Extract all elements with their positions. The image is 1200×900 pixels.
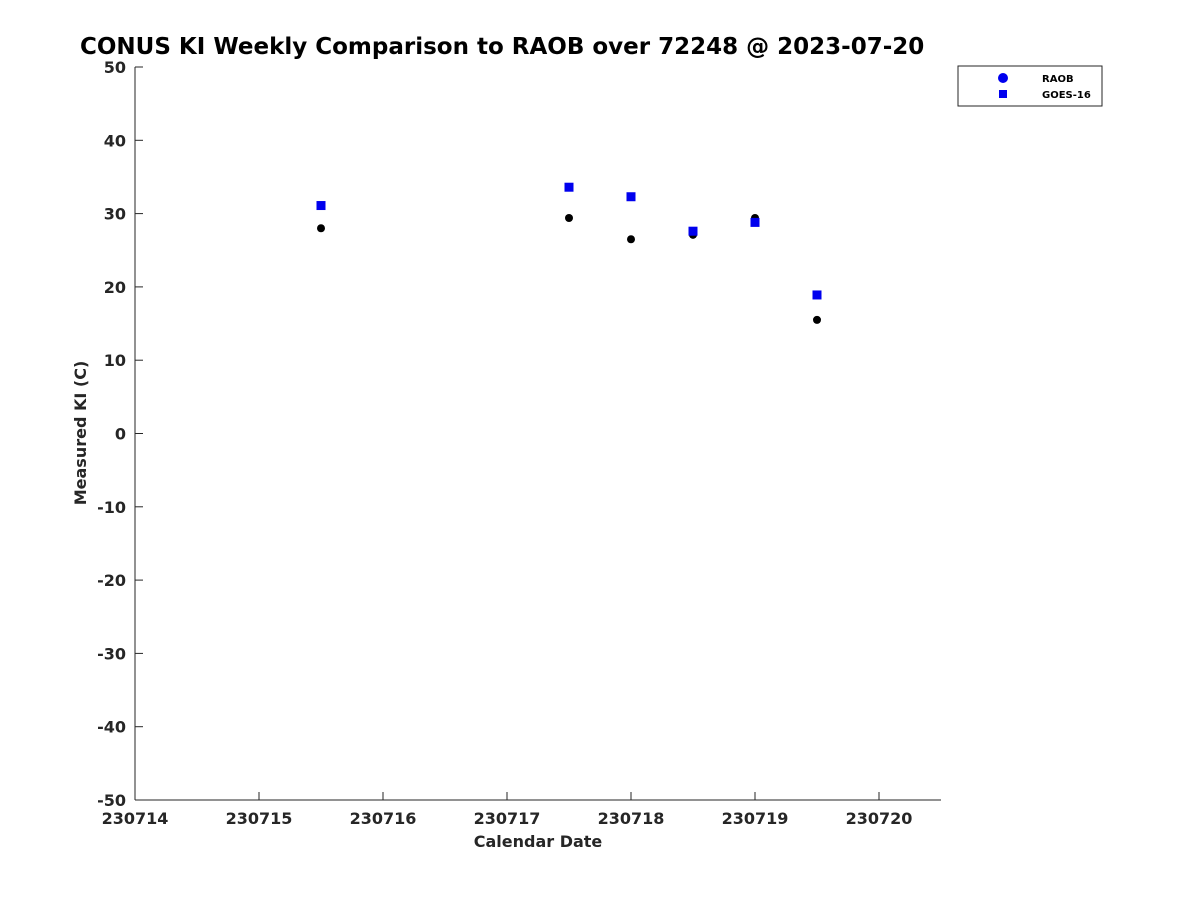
chart-title: CONUS KI Weekly Comparison to RAOB over … <box>80 34 924 60</box>
x-tick-label: 230714 <box>102 809 169 828</box>
x-tick-label: 230716 <box>350 809 417 828</box>
y-tick-label: 40 <box>104 131 126 150</box>
goes-16-point <box>564 182 574 192</box>
y-tick-label: 30 <box>104 205 126 224</box>
legend-goes-16-label: GOES-16 <box>1042 90 1091 101</box>
raob-point <box>813 315 821 324</box>
x-tick-label: 230717 <box>474 809 541 828</box>
raob-point <box>317 224 325 233</box>
y-tick-label: -10 <box>97 498 126 517</box>
y-tick-label: -40 <box>97 718 126 737</box>
goes-16-point <box>812 290 822 300</box>
y-tick-label: -30 <box>97 644 126 663</box>
y-tick-label: 10 <box>104 351 126 370</box>
data-marks <box>316 182 822 324</box>
raob-point <box>627 235 635 244</box>
legend-box <box>957 65 1103 107</box>
x-tick-label: 230718 <box>598 809 665 828</box>
legend-raob-label: RAOB <box>1042 74 1074 85</box>
y-tick-label: 20 <box>104 278 126 297</box>
y-tick-label: -50 <box>97 791 126 810</box>
raob-point <box>565 213 573 222</box>
y-axis-label: Measured KI (C) <box>71 361 90 506</box>
x-tick-label: 230719 <box>722 809 789 828</box>
x-axis-label: Calendar Date <box>474 832 603 851</box>
legend: RAOB GOES-16 <box>957 65 1103 107</box>
y-tick-label: -20 <box>97 571 126 590</box>
legend-raob-marker <box>998 73 1008 83</box>
goes-16-point <box>316 201 326 211</box>
goes-16-point <box>626 192 636 202</box>
x-tick-label: 230715 <box>226 809 293 828</box>
y-tick-label: 0 <box>115 425 126 444</box>
goes-16-point <box>688 226 698 236</box>
legend-goes-16-marker <box>999 90 1007 98</box>
plot-axes: -50 -40 -30 -20 -10 0 10 20 30 40 50 230714 230715 23… <box>97 58 941 828</box>
x-tick-label: 230720 <box>846 809 913 828</box>
goes-16-point <box>750 217 760 227</box>
y-tick-label: 50 <box>104 58 126 77</box>
